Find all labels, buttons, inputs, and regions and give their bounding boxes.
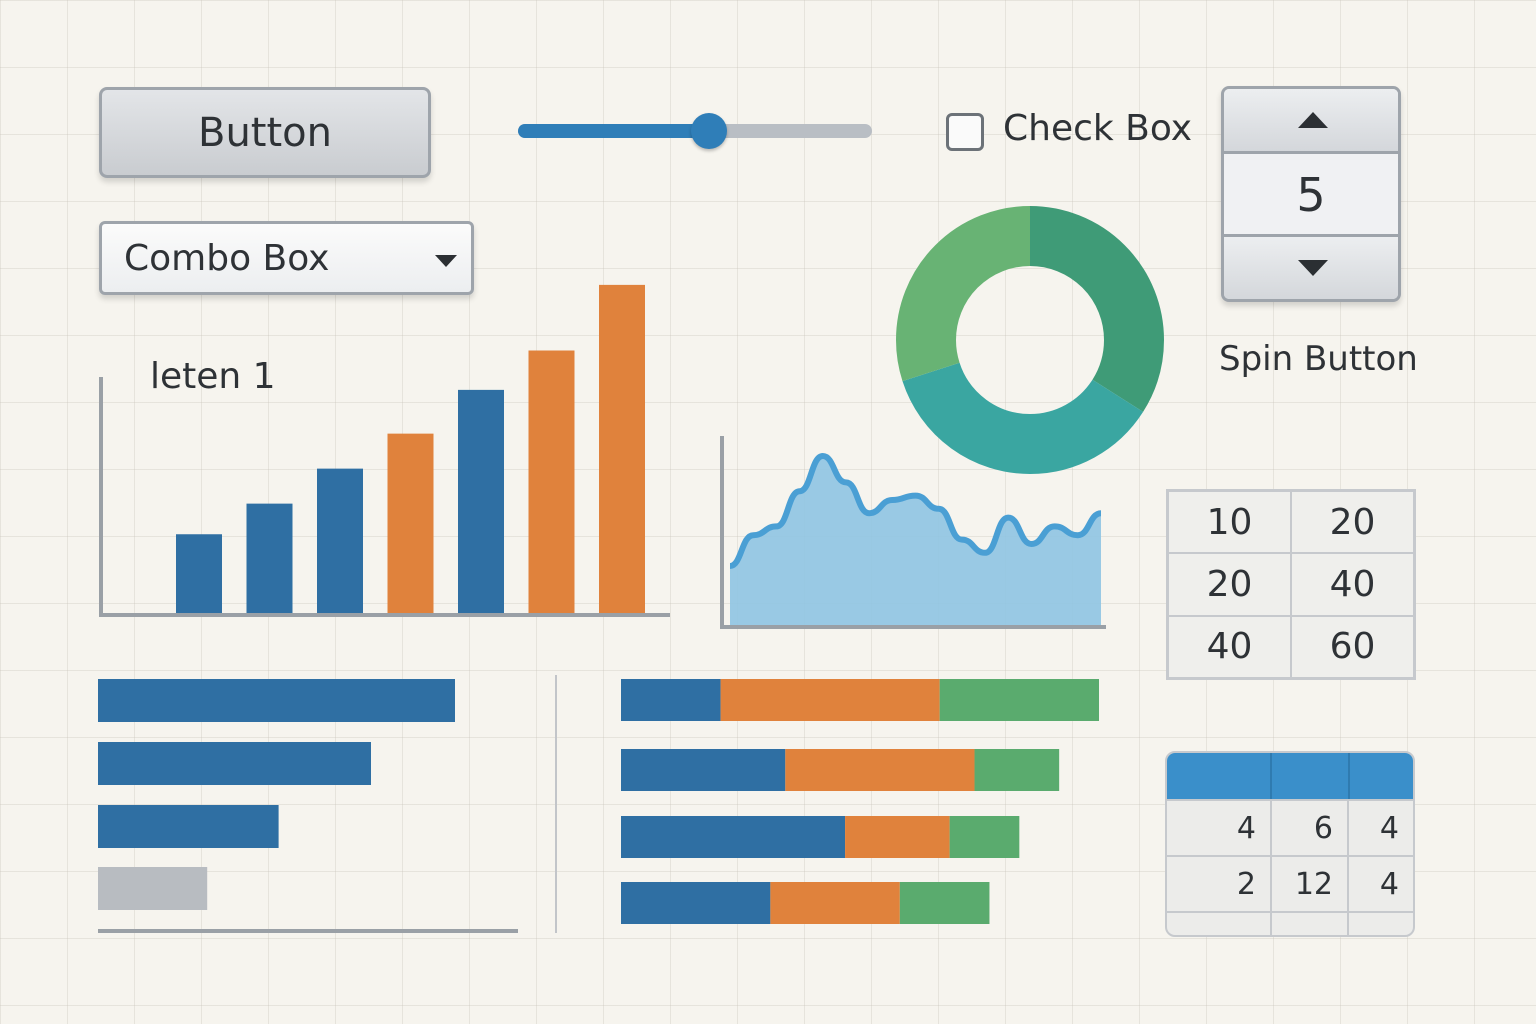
- grid-cell: 60: [1291, 615, 1414, 678]
- stacked-bar-segment: [899, 882, 990, 924]
- spin-button: 5: [1221, 86, 1401, 302]
- stacked-bar-segment: [845, 816, 950, 858]
- donut-slice: [896, 206, 1164, 474]
- stacked-bar-segment: [785, 749, 975, 791]
- table-header-cell: [1167, 753, 1273, 799]
- grid-cell: 10: [1168, 491, 1291, 554]
- stacked-bar-segment: [621, 816, 846, 858]
- hbar-chart-bar: [98, 679, 455, 722]
- table-cell: 4: [1379, 810, 1399, 846]
- table-cell: 12: [1272, 857, 1349, 911]
- bar-chart-bar: [246, 503, 293, 613]
- table-header-cell: [1272, 753, 1351, 799]
- hbar-chart-bar: [98, 867, 208, 910]
- slider-fill: [518, 124, 710, 138]
- checkbox-label[interactable]: Check Box: [1003, 108, 1193, 149]
- button[interactable]: Button: [99, 87, 431, 178]
- stacked-bar-segment: [621, 882, 771, 924]
- bar-chart-bar: [599, 284, 645, 613]
- bar-chart-bar: [528, 350, 575, 613]
- table-row: [1167, 911, 1413, 935]
- stacked-bar-segment: [770, 882, 900, 924]
- stacked-bar-segment: [720, 679, 940, 721]
- stacked-bar-segment: [974, 749, 1060, 791]
- table-row: 2 12 4: [1167, 855, 1413, 911]
- number-grid: 10 20 20 40 40 60: [1166, 489, 1416, 680]
- stacked-bar-segment: [949, 816, 1020, 858]
- table-cell: 4: [1167, 801, 1272, 855]
- grid-cell: 20: [1168, 553, 1291, 616]
- data-table: 4 6 4 2 12 4: [1165, 751, 1415, 937]
- table-cell: 6: [1272, 801, 1349, 855]
- slider[interactable]: [518, 113, 872, 149]
- checkbox[interactable]: [946, 113, 984, 151]
- triangle-down-icon: [1298, 260, 1328, 276]
- stacked-bar-segment: [939, 679, 1099, 721]
- table-cell: 4: [1379, 866, 1399, 902]
- combo-box[interactable]: Combo Box: [99, 221, 474, 295]
- bar-chart-bar: [176, 534, 222, 613]
- bar-chart-bar: [458, 389, 504, 613]
- table-cell: [1167, 913, 1272, 935]
- bar-chart-title: leten 1: [150, 356, 276, 397]
- donut-slice: [896, 206, 1164, 474]
- bar-chart-bar: [317, 468, 363, 613]
- grid-cell: 20: [1291, 491, 1414, 554]
- spin-down-button[interactable]: [1224, 234, 1398, 299]
- stacked-bar-segment: [621, 749, 786, 791]
- table-cell: [1272, 913, 1349, 935]
- table-header: [1167, 753, 1413, 799]
- spin-up-button[interactable]: [1224, 89, 1398, 154]
- spin-value[interactable]: 5: [1224, 154, 1398, 235]
- triangle-up-icon: [1298, 112, 1328, 128]
- table-header-cell: [1350, 753, 1413, 799]
- table-cell: 2: [1167, 857, 1272, 911]
- grid-cell: 40: [1291, 553, 1414, 616]
- table-row: 4 6 4: [1167, 799, 1413, 855]
- bar-chart-bar: [387, 433, 434, 613]
- spin-button-label: Spin Button: [1219, 339, 1418, 379]
- hbar-chart-bar: [98, 805, 279, 848]
- area-chart-fill: [730, 456, 1101, 625]
- grid-cell: 40: [1168, 615, 1291, 678]
- chevron-down-icon: [435, 255, 457, 267]
- combo-box-value: Combo Box: [124, 238, 330, 279]
- hbar-chart-bar: [98, 742, 371, 785]
- area-chart-line: [729, 453, 1102, 569]
- stacked-bar-segment: [621, 679, 721, 721]
- slider-thumb[interactable]: [691, 113, 728, 149]
- table-cell: [1349, 913, 1413, 935]
